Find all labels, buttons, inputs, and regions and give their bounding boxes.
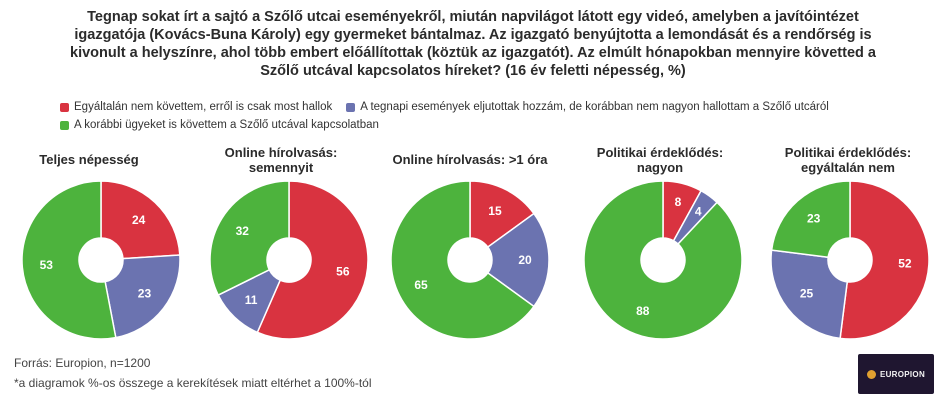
chart-title: Tegnap sokat írt a sajtó a Szőlő utcai e… <box>0 8 946 80</box>
chart-1-slice-2-label: 32 <box>236 224 250 238</box>
chart-1-slice-0 <box>256 180 369 340</box>
chart-4-slice-2 <box>770 180 851 259</box>
chart-3-title: Politikai érdeklődés: nagyon <box>580 145 740 175</box>
chart-4-title: Politikai érdeklődés: egyáltalán nem <box>768 145 928 175</box>
legend-swatch <box>60 102 69 112</box>
legend: Egyáltalán nem követtem, erről is csak m… <box>60 98 843 134</box>
source-note: Forrás: Europion, n=1200 <box>14 356 151 370</box>
chart-4-slice-1-label: 25 <box>800 287 814 301</box>
chart-3-slice-0-label: 8 <box>675 195 682 209</box>
chart-1-slice-1-label: 11 <box>245 293 258 307</box>
chart-0-slice-0 <box>100 180 181 260</box>
chart-3-slice-2 <box>583 180 743 340</box>
legend-label: A tegnapi események eljutottak hozzám, d… <box>360 101 829 113</box>
chart-3-title-line: nagyon <box>636 160 684 175</box>
chart-1-slice-0-label: 56 <box>336 264 350 278</box>
title-line: Szőlő utcával kapcsolatos híreket? (16 é… <box>260 63 686 79</box>
chart-4-slice-0 <box>839 180 930 340</box>
chart-1-title-line: Online hírolvasás: <box>224 145 338 160</box>
logo-mark-icon <box>866 369 876 379</box>
legend-item: A korábbi ügyeket is követtem a Szőlő ut… <box>60 119 379 131</box>
rounding-note: *a diagramok %-os összege a kerekítések … <box>14 376 372 390</box>
chart-2-slice-0 <box>469 180 535 249</box>
chart-2-slice-2 <box>390 180 535 340</box>
chart-0-title: Teljes népesség <box>14 152 164 167</box>
chart-0-slice-0-label: 24 <box>132 213 146 227</box>
legend-swatch <box>60 120 69 130</box>
chart-3-slice-2-label: 88 <box>636 304 650 318</box>
chart-4-slice-1 <box>770 249 849 340</box>
chart-4-slice-2-label: 23 <box>807 212 821 226</box>
logo-text: EUROPION <box>879 369 926 379</box>
legend-item: Egyáltalán nem követtem, erről is csak m… <box>60 101 332 113</box>
title-line: Tegnap sokat írt a sajtó a Szőlő utcai e… <box>87 9 859 25</box>
title-line: igazgatója (Kovács-Buna Károly) egy gyer… <box>74 27 872 43</box>
chart-2-slice-1-label: 20 <box>518 253 532 267</box>
chart-2-slice-0-label: 15 <box>488 204 502 218</box>
chart-4-title-line: egyáltalán nem <box>801 160 895 175</box>
chart-1-slice-2 <box>209 180 290 297</box>
chart-0-slice-1-label: 23 <box>138 287 152 301</box>
europion-logo: EUROPION <box>858 354 934 394</box>
chart-3-title-line: Politikai érdeklődés: <box>596 145 724 160</box>
chart-1-title-line: semennyit <box>248 160 314 175</box>
chart-0-slice-1 <box>104 254 181 339</box>
legend-item: A tegnapi események eljutottak hozzám, d… <box>346 101 829 113</box>
chart-2-title-line: Online hírolvasás: >1 óra <box>392 152 548 167</box>
chart-3-slice-1-label: 4 <box>695 204 702 218</box>
legend-label: Egyáltalán nem követtem, erről is csak m… <box>74 101 333 113</box>
chart-0-slice-2-label: 53 <box>40 258 54 272</box>
chart-2-slice-2-label: 65 <box>414 278 428 292</box>
chart-4-slice-0-label: 52 <box>898 256 912 270</box>
legend-swatch <box>346 102 356 112</box>
title-line: kivonult a helyszínre, ahol több embert … <box>70 45 876 61</box>
chart-2-title: Online hírolvasás: >1 óra <box>380 152 560 167</box>
chart-0-title-line: Teljes népesség <box>39 152 139 167</box>
chart-0-slice-2 <box>21 180 117 340</box>
chart-1-title: Online hírolvasás: semennyit <box>196 145 366 175</box>
chart-4-title-line: Politikai érdeklődés: <box>784 145 912 160</box>
legend-label: A korábbi ügyeket is követtem a Szőlő ut… <box>74 119 379 131</box>
